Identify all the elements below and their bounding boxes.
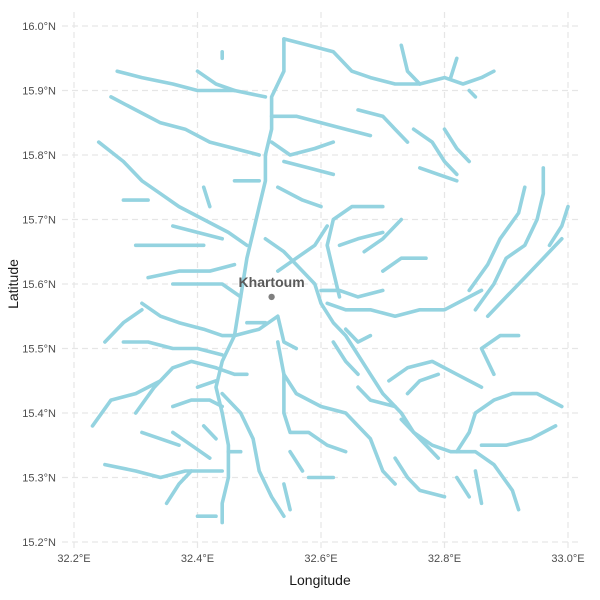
river-segment-33 [275,340,397,486]
river-segment-47 [393,456,447,499]
river-segment-4 [467,88,478,99]
river-segment-7 [109,95,262,157]
river-segment-41 [343,327,373,344]
river-segment-1 [282,37,496,86]
river-segment-55 [467,185,527,293]
river-segment-60 [380,256,428,273]
river-segment-25 [164,469,194,506]
x-tick-label-4: 33.0°E [551,553,584,565]
river-segment-45 [405,372,441,396]
river-segment-62 [282,159,336,177]
y-tick-label-4: 15.6°N [22,279,56,291]
river-segment-6 [195,69,237,93]
river-segment-50 [473,469,484,506]
y-tick-label-1: 15.3°N [22,473,56,485]
y-tick-label-0: 15.2°N [22,537,56,549]
river-segment-63 [275,185,323,209]
river-segment-65 [269,114,373,138]
river-segment-39 [319,288,385,299]
river-segment-16 [103,307,144,344]
river-segment-34 [282,372,348,454]
river-segment-19 [90,378,163,428]
y-axis-title: Latitude [5,259,21,309]
river-segment-57 [325,204,385,299]
river-segment-49 [479,424,558,448]
grid [62,12,582,548]
river-segment-11 [171,224,224,241]
river-segment-70 [417,166,459,183]
river-segment-20 [171,398,224,409]
river-segment-53 [485,237,564,319]
river-segment-59 [362,217,404,254]
river-segment-21 [195,378,218,390]
river-segment-46 [399,417,441,460]
city-label: Khartoum [239,274,305,290]
river-segment-3 [448,56,459,80]
city-point [268,293,275,301]
river-segment-40 [325,288,484,319]
river-segment-48 [454,391,564,454]
city-marker-group: Khartoum [239,274,305,301]
river-segment-44 [387,359,484,390]
river-network [90,37,570,525]
river-segment-18 [133,359,218,415]
river-segment-10 [201,185,212,209]
river-segment-69 [442,127,472,164]
river-segment-2 [399,43,422,86]
y-tick-label-8: 16.0°N [22,21,56,33]
river-segment-37 [282,482,292,512]
river-segment-23 [140,430,181,448]
river-segment-52 [479,333,521,377]
river-segment-17 [121,340,224,357]
river-segment-68 [411,127,459,177]
river-segment-56 [547,204,570,248]
river-segment-28 [220,391,286,519]
y-tick-label-6: 15.8°N [22,150,56,162]
river-segment-31 [232,314,299,351]
y-tick-label-7: 15.9°N [22,86,56,98]
x-tick-label-1: 32.4°E [181,553,214,565]
river-segment-54 [473,166,546,312]
x-tick-label-2: 32.6°E [304,553,337,565]
river-segment-13 [146,262,237,280]
river-segment-27 [201,424,218,441]
river-segment-24 [171,430,212,460]
y-tick-label-2: 15.4°N [22,408,56,420]
y-tick-label-3: 15.5°N [22,344,56,356]
river-segment-38 [263,237,521,512]
x-axis-ticks: 32.2°E 32.4°E 32.6°E 32.8°E 33.0°E [57,553,584,565]
river-segment-51 [454,475,472,499]
river-segment-14 [171,282,243,299]
river-segment-35 [288,449,305,473]
x-tick-label-0: 32.2°E [57,553,90,565]
river-segment-61 [275,224,330,273]
river-segment-8 [96,140,249,248]
river-segment-30 [214,365,249,377]
river-segment-22 [103,462,224,480]
river-segment-58 [337,230,385,248]
y-axis-ticks: 15.2°N 15.3°N 15.4°N 15.5°N 15.6°N 15.7°N 15.8… [22,21,56,549]
x-axis-title: Longitude [289,572,351,588]
river-segment-66 [269,140,336,157]
river-segment-5 [115,69,268,99]
river-segment-67 [356,108,410,144]
y-tick-label-5: 15.7°N [22,215,56,227]
x-tick-label-3: 32.8°E [428,553,461,565]
river-segment-42 [331,340,360,377]
river-segment-43 [356,385,397,409]
river-segment-15 [140,301,237,338]
